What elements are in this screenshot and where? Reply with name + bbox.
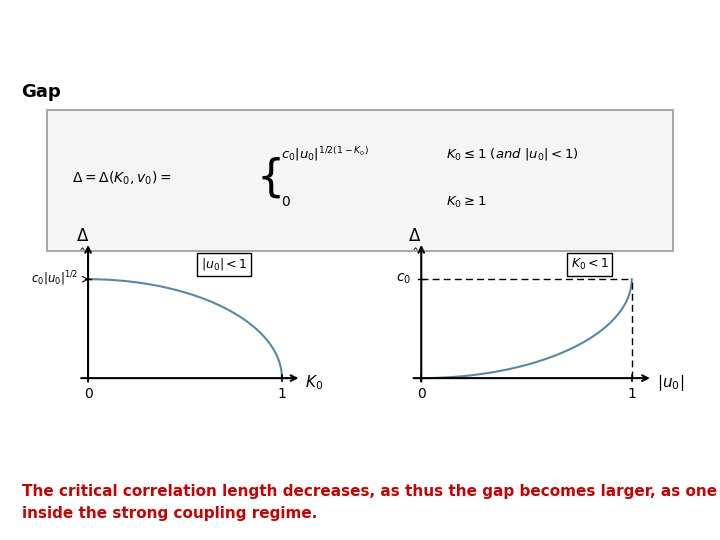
Text: 0: 0 xyxy=(417,387,426,401)
Text: $\Delta$: $\Delta$ xyxy=(76,227,89,245)
Text: Gap: Gap xyxy=(22,83,61,101)
Text: $|u_0|$: $|u_0|$ xyxy=(657,373,684,393)
Text: $|u_0|<1$: $|u_0|<1$ xyxy=(201,256,247,272)
Text: inside the strong coupling regime.: inside the strong coupling regime. xyxy=(22,505,317,521)
Text: $c_0|u_0|^{1/2(1-K_0)}$: $c_0|u_0|^{1/2(1-K_0)}$ xyxy=(281,145,369,163)
Text: 0: 0 xyxy=(84,387,92,401)
Text: $K_0 \leq 1\ (and\ |u_0| < 1)$: $K_0 \leq 1\ (and\ |u_0| < 1)$ xyxy=(446,146,579,161)
Text: $\Delta = \Delta(K_0, v_0) =$: $\Delta = \Delta(K_0, v_0) =$ xyxy=(72,169,171,187)
Text: $\hat{}$: $\hat{}$ xyxy=(413,240,419,254)
Text: $\Delta$: $\Delta$ xyxy=(408,227,421,245)
Text: $K_0$: $K_0$ xyxy=(305,374,323,393)
FancyBboxPatch shape xyxy=(47,110,673,251)
Text: $c_0|u_0|^{1/2}$: $c_0|u_0|^{1/2}$ xyxy=(31,270,78,288)
Text: $\{$: $\{$ xyxy=(256,156,280,200)
Text: $0$: $0$ xyxy=(281,195,291,209)
Text: 1: 1 xyxy=(277,387,287,401)
Text: $K_0 \geq 1$: $K_0 \geq 1$ xyxy=(446,195,487,210)
Text: The critical correlation length decreases, as thus the gap becomes larger, as on: The critical correlation length decrease… xyxy=(22,484,720,499)
Text: $\hat{}$: $\hat{}$ xyxy=(80,240,86,254)
Text: $K_0<1$: $K_0<1$ xyxy=(570,257,608,272)
Text: $c_0$: $c_0$ xyxy=(395,272,410,286)
Text: Kosterlitz-Thouless Phase Diagram: Kosterlitz-Thouless Phase Diagram xyxy=(11,19,446,40)
Text: 1: 1 xyxy=(627,387,636,401)
